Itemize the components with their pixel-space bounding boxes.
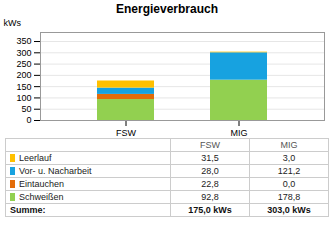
svg-text:FSW: FSW: [116, 128, 137, 138]
html-text:303,0 kWs: 303,0 kWs: [267, 204, 311, 215]
svg-text:150: 150: [16, 82, 31, 92]
html-text:178,8: 178,8: [277, 191, 301, 202]
svg-text:350: 350: [16, 36, 31, 46]
html-text:Vor- u. Nacharbeit: Vor- u. Nacharbeit: [19, 165, 92, 176]
html-text:MIG: MIG: [280, 139, 298, 150]
svg-text:300: 300: [16, 48, 31, 58]
html-text:28,0: 28,0: [201, 165, 219, 176]
svg-text:50: 50: [21, 104, 31, 114]
html-text:31,5: 31,5: [201, 152, 219, 163]
html-text:22,8: 22,8: [201, 178, 219, 189]
html-text:Schweißen: Schweißen: [19, 191, 64, 202]
svg-text:MIG: MIG: [231, 128, 248, 138]
html-text:0,0: 0,0: [282, 178, 296, 189]
html-text:3,0: 3,0: [282, 152, 296, 163]
html-text:Leerlauf: Leerlauf: [19, 152, 52, 163]
html-text:FSW: FSW: [200, 139, 220, 150]
html-text:175,0 kWs: 175,0 kWs: [188, 204, 232, 215]
html-text:Energieverbrauch: Energieverbrauch: [116, 2, 218, 16]
html-text:121,2: 121,2: [277, 165, 301, 176]
html-text:92,8: 92,8: [201, 191, 219, 202]
svg-text:250: 250: [16, 59, 31, 69]
svg-text:100: 100: [16, 93, 31, 103]
html-text:Eintauchen: Eintauchen: [19, 178, 64, 189]
html-text:Summe:: Summe:: [10, 204, 46, 215]
svg-text:0: 0: [26, 115, 31, 125]
svg-text:200: 200: [16, 70, 31, 80]
svg-text:kWs: kWs: [4, 18, 22, 28]
